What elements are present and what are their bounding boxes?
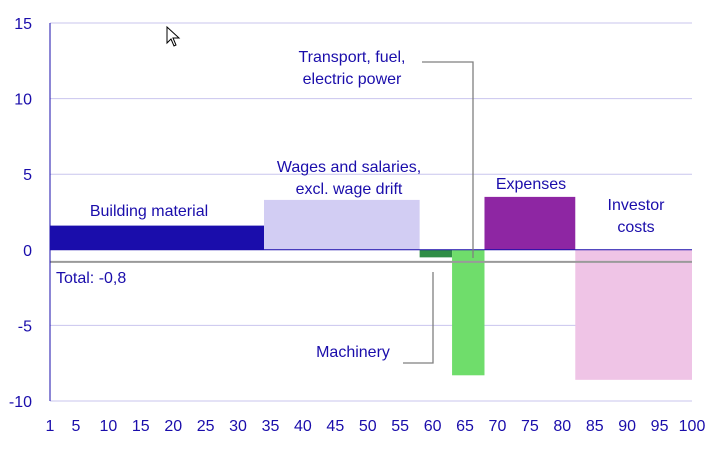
label-wages-line1: Wages and salaries,	[277, 159, 421, 176]
x-tick-label: 90	[618, 418, 636, 435]
label-expenses: Expenses	[496, 176, 566, 193]
axes	[49, 23, 692, 401]
x-tick-label: 80	[553, 418, 571, 435]
x-tick-label: 85	[586, 418, 604, 435]
bar	[419, 249, 453, 258]
y-tick-label: -5	[18, 318, 32, 335]
annotations: Building material Wages and salaries, ex…	[56, 49, 666, 364]
x-tick-label: 95	[651, 418, 669, 435]
x-tick-label: 45	[326, 418, 344, 435]
x-tick-label: 25	[197, 418, 215, 435]
label-investor-line2: costs	[617, 219, 654, 236]
label-investor-line1: Investor	[608, 197, 666, 214]
x-tick-label: 65	[456, 418, 474, 435]
label-machinery: Machinery	[316, 344, 390, 361]
bar	[50, 225, 264, 250]
x-tick-label: 55	[391, 418, 409, 435]
y-tick-label: -10	[9, 394, 32, 411]
x-tick-label: 50	[359, 418, 377, 435]
bar	[264, 199, 420, 250]
x-tick-label: 15	[132, 418, 150, 435]
x-tick-label: 5	[71, 418, 80, 435]
x-tick-label: 75	[521, 418, 539, 435]
y-tick-label: 0	[23, 243, 32, 260]
y-tick-label: 10	[14, 92, 32, 109]
label-total: Total: -0,8	[56, 270, 126, 287]
x-tick-label: 10	[99, 418, 117, 435]
x-tick-label: 40	[294, 418, 312, 435]
bar	[575, 249, 692, 380]
x-tick-label: 60	[424, 418, 442, 435]
bars	[50, 196, 692, 380]
label-wages-line2: excl. wage drift	[296, 181, 403, 198]
x-tick-label: 35	[262, 418, 280, 435]
mouse-cursor-icon	[166, 25, 181, 47]
y-tick-label: 15	[14, 16, 32, 33]
x-tick-label: 20	[164, 418, 182, 435]
x-tick-label: 70	[489, 418, 507, 435]
leader-transport	[422, 61, 474, 258]
bar	[452, 249, 485, 376]
label-transport-line1: Transport, fuel,	[298, 49, 405, 66]
bar	[484, 196, 576, 250]
y-tick-label: 5	[23, 167, 32, 184]
leader-machinery	[403, 272, 434, 364]
x-tick-label: 100	[679, 418, 706, 435]
x-tick-label: 1	[46, 418, 55, 435]
label-building-material: Building material	[90, 203, 208, 220]
label-transport-line2: electric power	[303, 71, 402, 88]
x-tick-label: 30	[229, 418, 247, 435]
